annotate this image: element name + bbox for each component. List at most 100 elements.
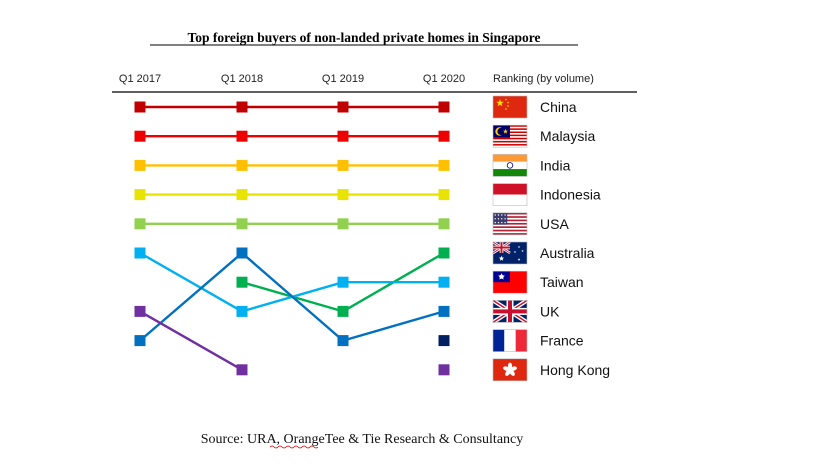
flag-part (493, 137, 527, 140)
data-point-france (438, 335, 450, 347)
flag-border (492, 358, 528, 382)
flag-star (498, 255, 505, 261)
column-headers: Ranking (by volume) Q1 2017 Q1 2018 Q1 201… (119, 73, 594, 85)
legend-item-malaysia: Malaysia (492, 124, 595, 148)
series-layer (134, 101, 450, 376)
flag-part (493, 183, 527, 195)
series-hong-kong (134, 305, 450, 376)
series-france (438, 335, 450, 347)
series-line-uk (341, 310, 446, 342)
legend-label-taiwan: Taiwan (540, 274, 584, 290)
taiwan-flag-icon (492, 270, 528, 294)
data-point-china (134, 101, 146, 113)
legend-item-uk: UK (491, 298, 560, 325)
legend-label-indonesia: Indonesia (540, 187, 601, 203)
flag-part (493, 226, 527, 229)
data-point-india (337, 159, 349, 171)
legend-label-usa: USA (540, 216, 569, 232)
data-point-taiwan (236, 305, 248, 317)
data-point-china (337, 101, 349, 113)
flag-star (506, 101, 510, 104)
flag-star (504, 221, 506, 224)
flag-crescent-cut (497, 127, 505, 136)
flag-part (493, 228, 527, 230)
legend-item-usa: USA (492, 212, 569, 236)
flag-border (492, 95, 528, 119)
flag-part (493, 139, 527, 142)
series-indonesia (134, 189, 450, 201)
data-point-india (438, 159, 450, 171)
series-malaysia (134, 130, 450, 142)
flag-part (493, 224, 527, 227)
data-point-taiwan (337, 276, 349, 288)
series-line-uk (240, 251, 345, 342)
flag-part (493, 161, 527, 170)
series-uk (134, 247, 450, 347)
data-point-hong-kong (438, 364, 450, 376)
flag-star (506, 104, 510, 108)
flag-petal (503, 366, 511, 371)
flag-star (497, 218, 500, 220)
flag-part (493, 142, 527, 145)
flag-part (493, 96, 527, 118)
flag-part (493, 140, 527, 143)
data-point-indonesia (337, 189, 349, 201)
x-tick-label: Q1 2018 (221, 73, 263, 85)
x-tick-label: Q1 2019 (322, 73, 364, 85)
china-flag-icon (492, 95, 528, 119)
data-point-australia (236, 276, 248, 288)
malaysia-flag-icon (492, 124, 528, 148)
flag-part (493, 212, 527, 215)
flag-border (492, 300, 528, 323)
flag-part (493, 231, 527, 234)
data-point-usa (438, 218, 450, 230)
spellcheck-underline (269, 445, 319, 449)
flag-star (494, 221, 496, 224)
data-point-india (134, 159, 146, 171)
flag-part (493, 154, 527, 162)
series-india (134, 159, 450, 171)
indonesia-flag-icon (492, 183, 528, 206)
flag-star (504, 218, 506, 220)
flag-star (494, 218, 496, 220)
legend-label-india: India (540, 157, 571, 173)
flag-part (493, 219, 527, 222)
flag-star (501, 218, 503, 220)
flag-star (501, 214, 503, 216)
flag-petal (509, 369, 515, 376)
flag-petal (505, 369, 511, 376)
data-point-hong-kong (134, 305, 146, 317)
data-point-uk (438, 305, 450, 317)
data-point-usa (134, 218, 146, 230)
series-line-taiwan (138, 251, 244, 313)
x-tick-label: Q1 2017 (119, 73, 161, 85)
series-china (134, 101, 450, 113)
data-point-malaysia (134, 130, 146, 142)
legend-label-france: France (540, 333, 584, 349)
flag-star (517, 245, 521, 249)
flag-part (493, 217, 527, 220)
series-taiwan (134, 247, 450, 317)
flag-border (492, 270, 528, 294)
flag-part (493, 194, 527, 206)
legend-label-malaysia: Malaysia (540, 128, 595, 144)
flag-border (492, 241, 528, 265)
flag-star (504, 214, 506, 216)
data-point-malaysia (337, 130, 349, 142)
flag-star (501, 221, 503, 224)
flag-part (493, 216, 527, 219)
data-point-hong-kong (236, 364, 248, 376)
australia-flag-icon (492, 240, 528, 265)
data-point-malaysia (236, 130, 248, 142)
legend: China Malaysia India Indonesia USA Australia T… (491, 95, 610, 382)
series-usa (134, 218, 450, 230)
flag-border (492, 154, 528, 177)
flag-star (504, 98, 508, 101)
flag-star (494, 214, 496, 216)
legend-item-china: China (492, 95, 577, 119)
data-point-china (438, 101, 450, 113)
flag-part (493, 233, 527, 235)
flag-border (492, 329, 528, 352)
flag-part (515, 329, 527, 352)
